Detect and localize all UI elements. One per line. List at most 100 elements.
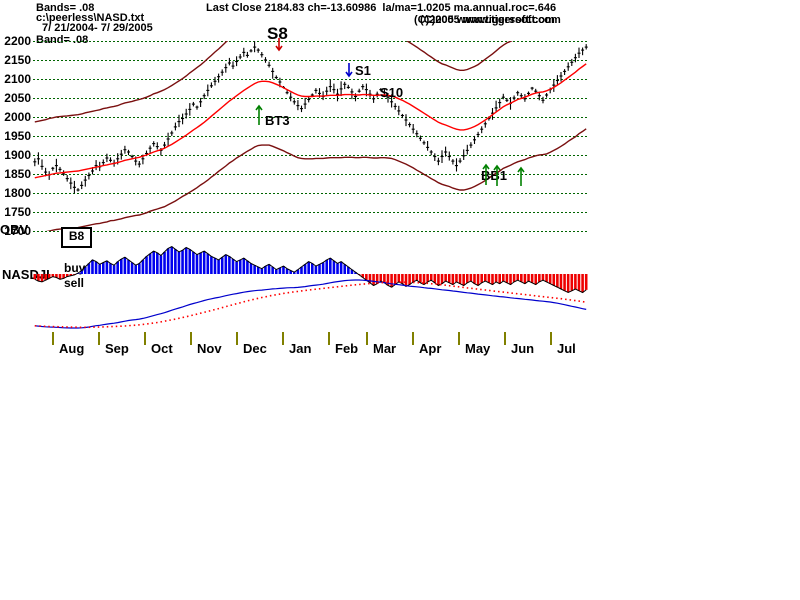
obv-label: OBV: [0, 222, 29, 237]
price-bar: [181, 113, 185, 125]
obv-histogram-bar: [242, 258, 246, 274]
y-axis: 2200 2150 2100 2050 2000 1950 1900 1850 1800 1750…: [0, 34, 31, 238]
month-tick: [366, 332, 368, 345]
obv-histogram-bar: [65, 274, 69, 277]
obv-histogram-bar: [170, 246, 174, 274]
price-bar: [191, 101, 195, 107]
price-bar: [127, 149, 130, 156]
price-bar: [307, 96, 311, 103]
obv-histogram-bar: [375, 274, 379, 284]
obv-histogram-bar: [260, 268, 264, 274]
obv-histogram-bar: [584, 274, 588, 290]
price-bar: [559, 72, 563, 82]
annotation-s10: S10: [380, 85, 404, 100]
gridline: [33, 193, 588, 194]
obv-histogram-bar: [192, 251, 195, 274]
y-axis-tick-label: 2200: [4, 34, 31, 48]
y-axis-tick-label: 2050: [4, 91, 31, 105]
month-label: Jan: [289, 341, 312, 356]
obv-histogram-bar: [210, 256, 213, 274]
obv-histogram-bar: [311, 263, 314, 274]
price-bar: [429, 150, 433, 156]
obv-histogram-bar: [109, 263, 112, 274]
obv-histogram-bar: [469, 274, 473, 282]
obv-histogram-bar: [505, 274, 509, 283]
obv-histogram-bar: [174, 249, 177, 274]
obv-histogram-bar: [343, 264, 347, 274]
price-bar: [570, 58, 574, 66]
obv-histogram-bar: [318, 264, 321, 274]
obv-histogram-bar: [101, 262, 105, 274]
obv-histogram-bar: [199, 252, 202, 274]
price-bar: [541, 96, 545, 104]
price-bar: [379, 88, 383, 92]
month-label: Feb: [335, 341, 359, 356]
file-path-label: c:\peerless\NASD.txt: [36, 12, 145, 24]
obv-histogram-bar: [386, 274, 390, 286]
obv-histogram-bar: [321, 262, 325, 274]
price-bar: [94, 160, 98, 171]
price-bar: [137, 161, 141, 168]
price-bar: [361, 84, 365, 90]
obv-histogram-bar: [282, 266, 285, 274]
gridline: [33, 60, 588, 61]
obv-histogram-bar: [138, 263, 141, 274]
month-tick: [236, 332, 238, 345]
price-bar: [577, 47, 581, 58]
month-label: Mar: [373, 341, 397, 356]
obv-histogram-bar: [325, 259, 329, 274]
month-tick: [550, 332, 552, 345]
y-axis-tick-label: 1900: [4, 148, 31, 162]
obv-histogram-bar: [447, 274, 451, 283]
month-tick: [98, 332, 100, 345]
month-label: Jun: [511, 341, 535, 356]
price-bar: [199, 97, 203, 107]
obv-histogram-bar: [271, 266, 274, 274]
price-bar: [36, 152, 40, 165]
price-bar: [397, 105, 401, 116]
obv-histogram-bar: [408, 274, 411, 285]
price-bar: [454, 158, 458, 172]
price-bar: [274, 75, 278, 80]
price-bar: [408, 122, 412, 128]
obv-histogram-bar: [476, 274, 480, 286]
price-bar: [411, 124, 415, 134]
price-bar: [512, 95, 516, 101]
month-label: Dec: [243, 341, 267, 356]
price-bar: [152, 141, 156, 147]
obv-histogram-bar: [339, 261, 343, 274]
obv-histogram-bar: [300, 266, 303, 274]
obv-histogram-bar: [83, 266, 87, 274]
price-bar: [339, 81, 343, 97]
price-bar: [58, 166, 62, 172]
price-bar: [256, 48, 260, 53]
y-axis-tick-label: 1700: [4, 224, 31, 238]
price-bar: [573, 53, 577, 63]
price-bar: [501, 93, 505, 100]
price-bar: [289, 92, 293, 102]
y-axis-tick-label: 1850: [4, 167, 31, 181]
b8-signal-box[interactable]: B8: [61, 227, 92, 248]
obv-histogram-bar: [274, 269, 278, 274]
obv-histogram-bar: [285, 268, 289, 274]
obv-histogram-bar: [120, 259, 123, 274]
obv-histogram-bar: [267, 264, 271, 274]
month-tick: [458, 332, 460, 345]
price-bar: [415, 130, 419, 138]
price-bar: [303, 98, 307, 109]
band-label: Band= .08: [36, 34, 89, 46]
obv-histogram-bar: [393, 274, 397, 285]
price-bar: [177, 114, 181, 128]
price-bar: [155, 142, 159, 150]
obv-histogram-bar: [390, 274, 393, 288]
obv-histogram-bar: [534, 274, 538, 285]
price-bar: [469, 142, 473, 149]
gridline: [33, 117, 588, 118]
obv-histogram-bar: [127, 259, 130, 274]
gridline: [33, 41, 588, 42]
y-axis-tick-label: 1750: [4, 205, 31, 219]
price-bar: [534, 88, 538, 93]
price-bar: [350, 88, 354, 100]
price-bar: [555, 75, 559, 86]
obv-histogram-bar: [213, 258, 217, 274]
